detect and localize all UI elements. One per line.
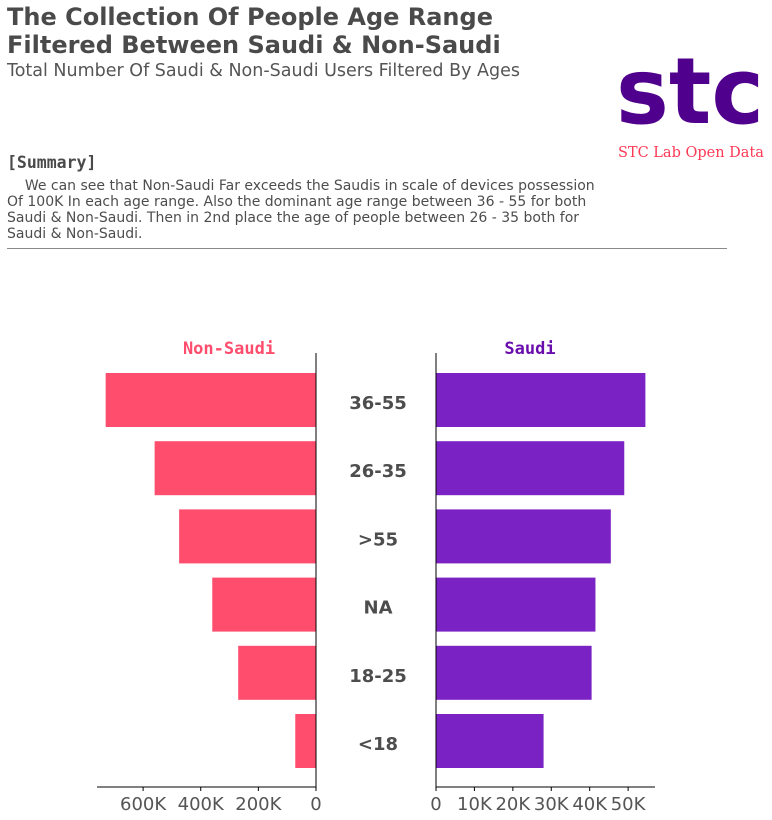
non-saudi-bar-4 (238, 645, 316, 700)
saudi-bar-1 (436, 441, 625, 496)
non-saudi-tick-label-2: 200K (235, 794, 282, 815)
saudi-tick-label-2: 20K (495, 794, 531, 815)
saudi-bar-0 (436, 373, 646, 427)
saudi-tick-label-0: 0 (430, 794, 441, 815)
page-subtitle: Total Number Of Saudi & Non-Saudi Users … (7, 61, 520, 81)
non-saudi-bar-3 (212, 577, 316, 632)
age-range-label-5: <18 (358, 734, 398, 755)
age-range-label-4: 18-25 (349, 666, 407, 687)
saudi-panel-title: Saudi (504, 339, 555, 359)
non-saudi-tick-label-3: 0 (310, 794, 321, 815)
age-range-label-0: 36-55 (349, 393, 407, 414)
saudi-bar-4 (436, 645, 592, 700)
saudi-tick-label-3: 30K (534, 794, 570, 815)
stc-logo-text: stc (616, 47, 764, 129)
summary-heading: [Summary] (7, 153, 97, 172)
stc-logo: stc (616, 47, 764, 129)
non-saudi-bar-5 (295, 714, 316, 768)
non-saudi-panel-title: Non-Saudi (183, 339, 275, 359)
non-saudi-tick-label-1: 400K (178, 794, 225, 815)
non-saudi-tick-label-0: 600K (120, 794, 167, 815)
saudi-tick-label-4: 40K (572, 794, 608, 815)
age-range-label-2: >55 (358, 529, 398, 550)
page-title: The Collection Of People Age Range Filte… (7, 3, 501, 59)
non-saudi-bar-2 (179, 509, 316, 564)
divider (7, 248, 727, 249)
age-range-label-1: 26-35 (349, 461, 407, 482)
non-saudi-bar-0 (105, 373, 316, 427)
saudi-bar-5 (436, 714, 544, 768)
saudi-bar-2 (436, 509, 611, 564)
summary-text: We can see that Non-Saudi Far exceeds th… (7, 178, 595, 242)
saudi-tick-label-5: 50K (611, 794, 647, 815)
non-saudi-bar-1 (154, 441, 316, 496)
logo-caption: STC Lab Open Data (618, 145, 764, 161)
age-range-label-3: NA (364, 598, 393, 619)
saudi-tick-label-1: 10K (457, 794, 493, 815)
saudi-bar-3 (436, 577, 596, 632)
